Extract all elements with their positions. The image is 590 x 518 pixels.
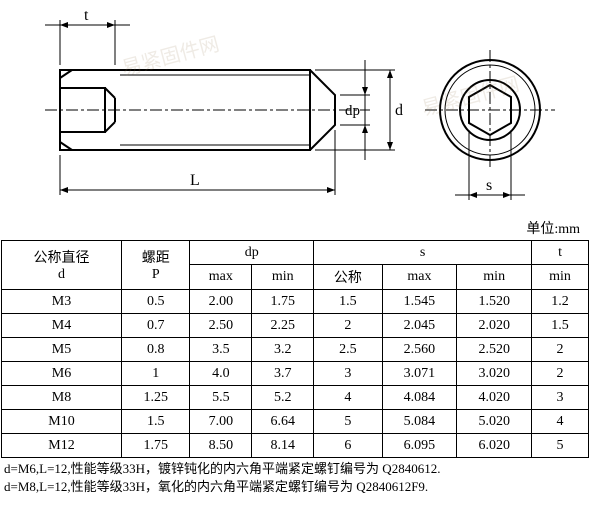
cell: 6.095: [382, 434, 457, 458]
cell: M8: [2, 386, 122, 410]
dim-dp-label: dp: [345, 103, 360, 119]
dim-t-label: t: [84, 7, 89, 24]
cell: M4: [2, 314, 122, 338]
cell: 5.020: [457, 410, 532, 434]
table-row: M121.758.508.1466.0956.0205: [2, 434, 589, 458]
cell: 6.020: [457, 434, 532, 458]
cell: 1.75: [122, 434, 190, 458]
cell: M3: [2, 290, 122, 314]
col-t-min: min: [532, 265, 589, 290]
specification-table: 公称直径 d 螺距 P dp s t max min 公称 max min mi…: [1, 240, 589, 458]
cell: 0.8: [122, 338, 190, 362]
dim-L-label: L: [190, 172, 200, 189]
unit-label: 单位:mm: [526, 218, 580, 238]
cell: 1.5: [314, 290, 382, 314]
table-row: M50.83.53.22.52.5602.5202: [2, 338, 589, 362]
col-s-min: min: [457, 265, 532, 290]
col-dp-min: min: [252, 265, 314, 290]
footnote-2: d=M8,L=12,性能等级33H，氧化的内六角平端紧定螺钉编号为 Q28406…: [4, 478, 586, 496]
cell: 4.084: [382, 386, 457, 410]
cell: 1.5: [122, 410, 190, 434]
cell: 2.560: [382, 338, 457, 362]
cell: 2.5: [314, 338, 382, 362]
cell: 3.7: [252, 362, 314, 386]
col-s-max: max: [382, 265, 457, 290]
cell: 2.045: [382, 314, 457, 338]
cell: 5.2: [252, 386, 314, 410]
cell: 2.520: [457, 338, 532, 362]
cell: 8.50: [190, 434, 252, 458]
cell: 6.64: [252, 410, 314, 434]
cell: 1.25: [122, 386, 190, 410]
cell: 5: [532, 434, 589, 458]
cell: 2.00: [190, 290, 252, 314]
cell: 3.020: [457, 362, 532, 386]
col-P: 螺距 P: [122, 241, 190, 290]
cell: 1.5: [532, 314, 589, 338]
cell: 2.50: [190, 314, 252, 338]
cell: 2: [314, 314, 382, 338]
dim-s-label: s: [486, 177, 492, 194]
cell: 6: [314, 434, 382, 458]
cell: 1.545: [382, 290, 457, 314]
table-row: M81.255.55.244.0844.0203: [2, 386, 589, 410]
cell: 1.520: [457, 290, 532, 314]
cell: 1.2: [532, 290, 589, 314]
cell: 3: [314, 362, 382, 386]
cell: M12: [2, 434, 122, 458]
cell: 0.5: [122, 290, 190, 314]
cell: 2.020: [457, 314, 532, 338]
cell: 2: [532, 338, 589, 362]
col-dp: dp: [190, 241, 314, 265]
cell: M5: [2, 338, 122, 362]
cell: 4.0: [190, 362, 252, 386]
cell: 3.5: [190, 338, 252, 362]
diagram-svg: t L dp d: [0, 0, 590, 240]
cell: 2: [532, 362, 589, 386]
table-row: M30.52.001.751.51.5451.5201.2: [2, 290, 589, 314]
cell: 4.020: [457, 386, 532, 410]
cell: 3.2: [252, 338, 314, 362]
cell: 1.75: [252, 290, 314, 314]
cell: 3: [532, 386, 589, 410]
table-row: M40.72.502.2522.0452.0201.5: [2, 314, 589, 338]
footnotes: d=M6,L=12,性能等级33H，镀锌钝化的内六角平端紧定螺钉编号为 Q284…: [0, 458, 590, 498]
table-row: M101.57.006.6455.0845.0204: [2, 410, 589, 434]
cell: 5.084: [382, 410, 457, 434]
cell: 8.14: [252, 434, 314, 458]
cell: 1: [122, 362, 190, 386]
cell: 4: [532, 410, 589, 434]
cell: 2.25: [252, 314, 314, 338]
cell: 4: [314, 386, 382, 410]
cell: 3.071: [382, 362, 457, 386]
footnote-1: d=M6,L=12,性能等级33H，镀锌钝化的内六角平端紧定螺钉编号为 Q284…: [4, 460, 586, 478]
technical-diagram: t L dp d: [0, 0, 590, 240]
table-row: M614.03.733.0713.0202: [2, 362, 589, 386]
cell: M6: [2, 362, 122, 386]
dim-d-label: d: [395, 102, 403, 119]
col-s: s: [314, 241, 532, 265]
cell: 5: [314, 410, 382, 434]
cell: 0.7: [122, 314, 190, 338]
cell: 7.00: [190, 410, 252, 434]
col-t: t: [532, 241, 589, 265]
cell: 5.5: [190, 386, 252, 410]
col-d: 公称直径 d: [2, 241, 122, 290]
col-s-nom: 公称: [314, 265, 382, 290]
cell: M10: [2, 410, 122, 434]
col-dp-max: max: [190, 265, 252, 290]
